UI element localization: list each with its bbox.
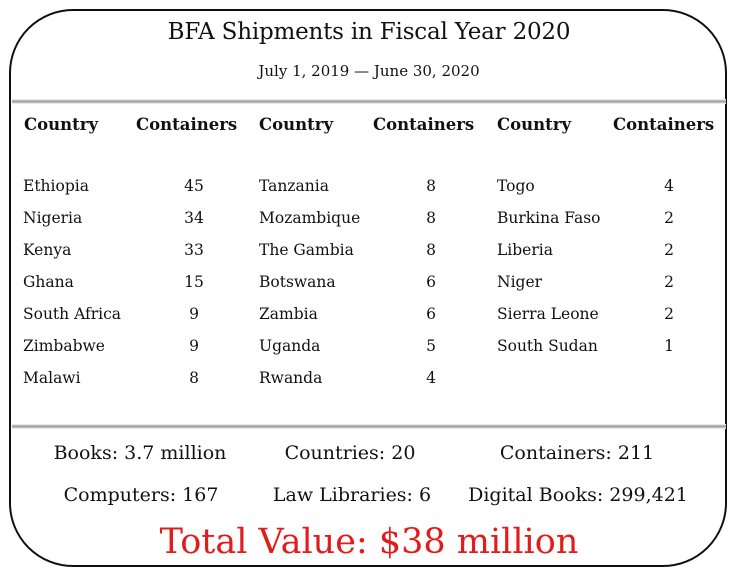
container-count: 15 xyxy=(184,273,204,291)
stat-digital-books: Digital Books: 299,421 xyxy=(468,484,688,506)
country-name: Mozambique xyxy=(259,209,361,227)
country-name: Zambia xyxy=(259,305,318,323)
container-count: 33 xyxy=(184,241,204,259)
header-country-1: Country xyxy=(24,115,99,134)
container-count: 5 xyxy=(426,337,436,355)
divider-bottom xyxy=(12,424,726,429)
country-name: Botswana xyxy=(259,273,336,291)
country-name: Malawi xyxy=(23,369,81,387)
stat-books: Books: 3.7 million xyxy=(53,442,227,464)
country-name: Nigeria xyxy=(23,209,83,227)
country-name: South Sudan xyxy=(497,337,598,355)
container-count: 8 xyxy=(426,209,436,227)
country-name: Burkina Faso xyxy=(497,209,601,227)
country-name: The Gambia xyxy=(259,241,354,259)
country-name: Uganda xyxy=(259,337,321,355)
country-name: Zimbabwe xyxy=(23,337,105,355)
country-name: Togo xyxy=(497,177,535,195)
container-count: 8 xyxy=(426,177,436,195)
header-containers-2: Containers xyxy=(373,115,475,134)
header-country-3: Country xyxy=(497,115,572,134)
country-name: Liberia xyxy=(497,241,553,259)
container-count: 6 xyxy=(426,305,436,323)
page-title: BFA Shipments in Fiscal Year 2020 xyxy=(167,19,571,45)
country-name: Rwanda xyxy=(259,369,323,387)
container-count: 2 xyxy=(664,273,674,291)
container-count: 8 xyxy=(189,369,199,387)
country-name: Kenya xyxy=(23,241,72,259)
container-count: 8 xyxy=(426,241,436,259)
container-count: 9 xyxy=(189,337,199,355)
rounded-frame xyxy=(9,9,727,567)
stat-computers: Computers: 167 xyxy=(63,484,219,506)
country-name: Ethiopia xyxy=(23,177,89,195)
country-name: Ghana xyxy=(23,273,74,291)
header-country-2: Country xyxy=(259,115,334,134)
container-count: 2 xyxy=(664,305,674,323)
country-name: Sierra Leone xyxy=(497,305,599,323)
container-count: 4 xyxy=(426,369,436,387)
container-count: 4 xyxy=(664,177,674,195)
container-count: 1 xyxy=(664,337,674,355)
country-name: South Africa xyxy=(23,305,122,323)
total-value: Total Value: $38 million xyxy=(159,522,579,562)
header-containers-3: Containers xyxy=(613,115,715,134)
container-count: 45 xyxy=(184,177,204,195)
header-containers-1: Containers xyxy=(136,115,238,134)
container-count: 34 xyxy=(184,209,204,227)
container-count: 2 xyxy=(664,241,674,259)
country-name: Niger xyxy=(497,273,543,291)
country-name: Tanzania xyxy=(259,177,329,195)
date-range: July 1, 2019 — June 30, 2020 xyxy=(258,62,480,80)
container-count: 6 xyxy=(426,273,436,291)
stat-countries: Countries: 20 xyxy=(284,442,416,464)
container-count: 2 xyxy=(664,209,674,227)
stat-containers: Containers: 211 xyxy=(499,442,655,464)
divider-top xyxy=(12,99,726,104)
container-count: 9 xyxy=(189,305,199,323)
stat-law-libraries: Law Libraries: 6 xyxy=(272,484,432,506)
